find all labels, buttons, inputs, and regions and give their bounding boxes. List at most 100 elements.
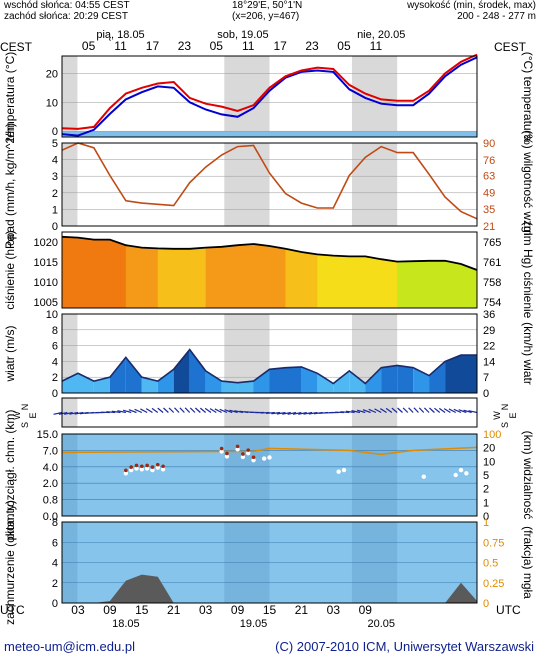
top-hour-tick: 11 bbox=[114, 39, 127, 53]
y-tick-label: 4 bbox=[52, 558, 58, 570]
pressure-color-band bbox=[141, 232, 159, 308]
y-tick-label-right: 7 bbox=[483, 372, 489, 384]
series-line-pressure bbox=[61, 235, 478, 271]
wind-direction-arrow bbox=[402, 407, 409, 413]
y-tick-label: 1010 bbox=[34, 277, 58, 289]
wind-direction-arrow bbox=[157, 407, 164, 413]
wind-direction-arrow bbox=[128, 409, 137, 414]
wind-area-segment bbox=[381, 365, 398, 393]
night-band bbox=[62, 56, 78, 137]
wind-direction-arrow bbox=[340, 411, 350, 414]
y-tick-label: 2.0 bbox=[43, 478, 58, 490]
wind-direction-arrow bbox=[234, 410, 244, 414]
y-tick-label-right: 10 bbox=[483, 456, 495, 468]
wind-direction-arrow bbox=[117, 410, 126, 414]
wind-area-segment bbox=[141, 377, 158, 393]
bottom-hour-tick: 15 bbox=[263, 603, 277, 617]
wind-direction-arrow bbox=[265, 411, 275, 415]
y-tick-label-right: 0.25 bbox=[483, 578, 504, 590]
pressure-color-band bbox=[77, 232, 95, 308]
wind-direction-arrow bbox=[224, 409, 233, 414]
wind-direction-arrow bbox=[194, 407, 201, 413]
y-tick-label: 7.0 bbox=[43, 445, 58, 457]
wind-area-segment bbox=[157, 369, 174, 393]
wind-direction-arrow bbox=[271, 411, 281, 415]
y-tick-label: 6 bbox=[52, 341, 58, 353]
y-tick-label-right: 754 bbox=[483, 297, 501, 309]
y-axis-label: ciśnienie (hPa) bbox=[3, 230, 17, 309]
y-tick-label: 3 bbox=[52, 171, 58, 183]
cloud-extent-dot bbox=[240, 454, 246, 460]
wind-direction-arrow bbox=[151, 407, 159, 413]
y-tick-label-right: 765 bbox=[483, 237, 501, 249]
wind-direction-arrow bbox=[345, 410, 355, 414]
y-tick-label-right: 76 bbox=[483, 155, 495, 167]
night-band bbox=[224, 143, 270, 226]
panel-border bbox=[61, 313, 478, 394]
y-axis-label: opad (mm/h, kg/m^2/h) bbox=[3, 123, 17, 246]
cloud-base-dot bbox=[150, 465, 155, 469]
bottom-hour-tick: 15 bbox=[135, 603, 149, 617]
wind-area-segment bbox=[301, 366, 318, 393]
wind-area-segment bbox=[333, 370, 350, 393]
cloud-base-dot bbox=[219, 446, 224, 451]
top-hour-tick: 17 bbox=[273, 39, 287, 53]
cloud-base-dot bbox=[241, 452, 245, 456]
sunset-text: zachód słońca: 20:29 CEST bbox=[4, 11, 128, 22]
wind-direction-arrow bbox=[199, 407, 207, 413]
wind-direction-arrow bbox=[458, 409, 467, 414]
sunrise-text: wschód słońca: 04:55 CEST bbox=[4, 0, 130, 11]
bottom-hour-tick: 03 bbox=[199, 603, 213, 617]
cloud-base-dot bbox=[155, 462, 160, 467]
top-hour-tick: 05 bbox=[337, 39, 351, 53]
bottom-date-label: 18.05 bbox=[112, 618, 140, 630]
y-tick-label: 1020 bbox=[34, 237, 58, 249]
y-tick-label-right: 0 bbox=[483, 598, 489, 610]
email-link[interactable]: meteo-um@icm.edu.pl bbox=[4, 639, 135, 654]
y-tick-label: 0 bbox=[52, 221, 58, 233]
y-tick-label-right: 2 bbox=[483, 484, 489, 496]
grid-text: (x=206, y=467) bbox=[232, 11, 300, 22]
wind-direction-arrow bbox=[282, 411, 291, 415]
y-tick-label-right: 0.5 bbox=[483, 558, 498, 570]
y-axis-label: temperatura (°C) bbox=[3, 52, 17, 142]
wind-area-segment bbox=[445, 355, 461, 393]
cloud-extent-dot bbox=[144, 466, 150, 471]
wind-direction-arrow bbox=[276, 411, 286, 415]
timezone-label-left: CEST bbox=[0, 40, 33, 54]
top-date-label: nie, 20.05 bbox=[357, 29, 405, 41]
cloud-extent-dot bbox=[341, 467, 347, 473]
wind-direction-arrow bbox=[391, 407, 398, 413]
series-line-dew-point bbox=[61, 56, 478, 137]
wind-direction-arrow bbox=[368, 408, 377, 414]
y-tick-label-right: 14 bbox=[483, 356, 495, 368]
series-line-temperature bbox=[61, 53, 478, 130]
pressure-color-band bbox=[237, 232, 255, 308]
y-tick-label: 8 bbox=[52, 517, 58, 529]
y-tick-label-right: 758 bbox=[483, 277, 501, 289]
night-band bbox=[224, 434, 270, 516]
copyright-text: (C) 2007-2010 ICM, Uniwersytet Warszawsk… bbox=[275, 639, 534, 654]
cloud-extent-dot bbox=[235, 447, 240, 452]
y-tick-label: 2 bbox=[52, 188, 58, 200]
wind-direction-arrow bbox=[69, 411, 79, 415]
wind-direction-arrow bbox=[64, 411, 73, 415]
cloud-base-dot bbox=[140, 464, 144, 469]
pressure-color-band bbox=[221, 232, 239, 308]
cloud-extent-dot bbox=[219, 449, 224, 454]
y-tick-label-right: 0 bbox=[483, 511, 489, 523]
pressure-upper-mask bbox=[62, 232, 477, 270]
wind-area-segment bbox=[349, 370, 366, 393]
visibility-line bbox=[61, 446, 478, 456]
compass-n: N bbox=[20, 404, 30, 411]
wind-direction-arrow bbox=[380, 408, 387, 414]
top-hour-tick: 05 bbox=[82, 39, 96, 53]
cloud-extent-dot bbox=[458, 467, 464, 473]
altitude-values: 200 - 248 - 277 m bbox=[457, 11, 536, 22]
cloud-base-dot bbox=[225, 451, 229, 456]
y-tick-label-right: 0 bbox=[483, 388, 489, 400]
timezone-label-right: CEST bbox=[494, 40, 527, 54]
cloud-base-dot bbox=[124, 468, 128, 473]
pressure-color-band bbox=[205, 232, 223, 308]
